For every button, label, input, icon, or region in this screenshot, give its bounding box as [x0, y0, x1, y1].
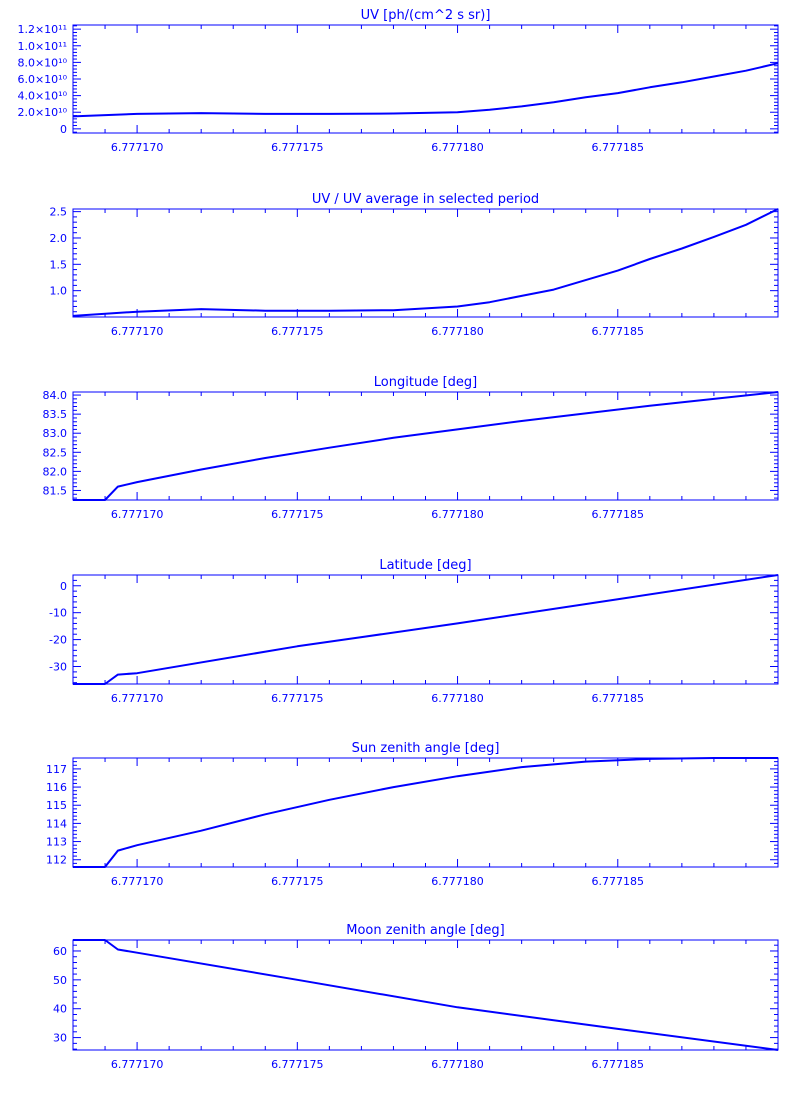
x-tick-label: 6.777170	[111, 692, 164, 705]
x-tick-label: 6.777170	[111, 1058, 164, 1071]
x-tick-label: 6.777175	[271, 1058, 324, 1071]
panel-title: Moon zenith angle [deg]	[346, 923, 504, 938]
x-tick-label: 6.777180	[431, 508, 484, 521]
panel-3: Longitude [deg] 6.777170 6.777175 6.777180 6…	[43, 375, 779, 521]
y-tick-label: 40	[53, 1003, 67, 1016]
x-tick-label: 6.777175	[271, 508, 324, 521]
x-tick-label: 6.777170	[111, 875, 164, 888]
y-tick-label: 1.5	[50, 258, 68, 271]
x-tick-label: 6.777170	[111, 508, 164, 521]
y-tick-label: 60	[53, 945, 67, 958]
plot-frame	[72, 24, 779, 134]
y-tick-label: 50	[53, 974, 67, 987]
panel-title: Longitude [deg]	[374, 375, 477, 390]
panel-4: Latitude [deg] 6.777170 6.777175 6.777180 6.…	[49, 558, 779, 705]
y-tick-label: 1.0	[50, 285, 68, 298]
y-tick-label: 0	[60, 580, 67, 593]
x-tick-label: 6.777175	[271, 325, 324, 338]
x-tick-label: 6.777185	[592, 1058, 645, 1071]
series-line	[72, 62, 779, 118]
plot-frame	[72, 939, 779, 1051]
y-tick-label: 83.0	[43, 427, 68, 440]
y-tick-label: 1.2×10¹¹	[17, 23, 67, 36]
y-tick-label: 112	[46, 854, 67, 867]
x-tick-label: 6.777185	[592, 875, 645, 888]
panel-1: UV [ph/(cm^2 s sr)] 6.777170 6.777175 6.777…	[17, 8, 779, 154]
panel-title: UV / UV average in selected period	[312, 192, 539, 207]
y-tick-label: 2.5	[50, 206, 68, 219]
y-tick-label: 6.0×10¹⁰	[17, 73, 67, 86]
y-tick-label: 4.0×10¹⁰	[17, 90, 67, 103]
y-tick-label: 82.5	[43, 446, 68, 459]
panel-2: UV / UV average in selected period 6.7771…	[50, 192, 779, 338]
series-line	[73, 939, 779, 1051]
x-tick-label: 6.777175	[271, 141, 324, 154]
y-tick-label: 1.0×10¹¹	[17, 40, 67, 53]
x-tick-label: 6.777170	[111, 141, 164, 154]
x-tick-label: 6.777170	[111, 325, 164, 338]
x-tick-label: 6.777180	[431, 325, 484, 338]
y-tick-label: -20	[49, 634, 67, 647]
series-line	[73, 574, 779, 685]
plot-frame	[72, 208, 779, 318]
panel-6: Moon zenith angle [deg] 6.777170 6.777175 6…	[53, 923, 779, 1071]
panel-5: Sun zenith angle [deg] 6.777170 6.777175 6.…	[46, 741, 779, 888]
y-tick-label: 116	[46, 781, 67, 794]
plot-frame	[72, 391, 779, 501]
y-tick-label: 115	[46, 799, 67, 812]
y-tick-label: 82.0	[43, 465, 68, 478]
y-tick-label: 84.0	[43, 389, 68, 402]
y-tick-label: 2.0	[50, 232, 68, 245]
x-tick-label: 6.777175	[271, 692, 324, 705]
panel-title: UV [ph/(cm^2 s sr)]	[361, 8, 491, 23]
y-tick-label: 83.5	[43, 408, 68, 421]
x-tick-label: 6.777175	[271, 875, 324, 888]
y-tick-label: 113	[46, 836, 67, 849]
x-tick-label: 6.777180	[431, 692, 484, 705]
series-line	[73, 757, 778, 868]
y-tick-label: -30	[49, 661, 67, 674]
x-tick-label: 6.777185	[592, 325, 645, 338]
x-tick-label: 6.777185	[592, 692, 645, 705]
x-tick-label: 6.777180	[431, 1058, 484, 1071]
panel-title: Sun zenith angle [deg]	[352, 741, 500, 756]
y-tick-label: 81.5	[43, 484, 68, 497]
y-tick-label: 8.0×10¹⁰	[17, 56, 67, 69]
series-line	[73, 391, 779, 501]
y-tick-label: 0	[60, 123, 67, 136]
panel-title: Latitude [deg]	[379, 558, 471, 573]
y-tick-label: 114	[46, 817, 67, 830]
x-tick-label: 6.777180	[431, 875, 484, 888]
x-tick-label: 6.777180	[431, 141, 484, 154]
series-line	[72, 208, 779, 317]
y-tick-label: 2.0×10¹⁰	[17, 106, 67, 119]
y-tick-label: 30	[53, 1032, 67, 1045]
y-tick-label: -10	[49, 607, 67, 620]
x-tick-label: 6.777185	[592, 141, 645, 154]
x-tick-label: 6.777185	[592, 508, 645, 521]
y-tick-label: 117	[46, 763, 67, 776]
plot-frame	[72, 757, 779, 868]
